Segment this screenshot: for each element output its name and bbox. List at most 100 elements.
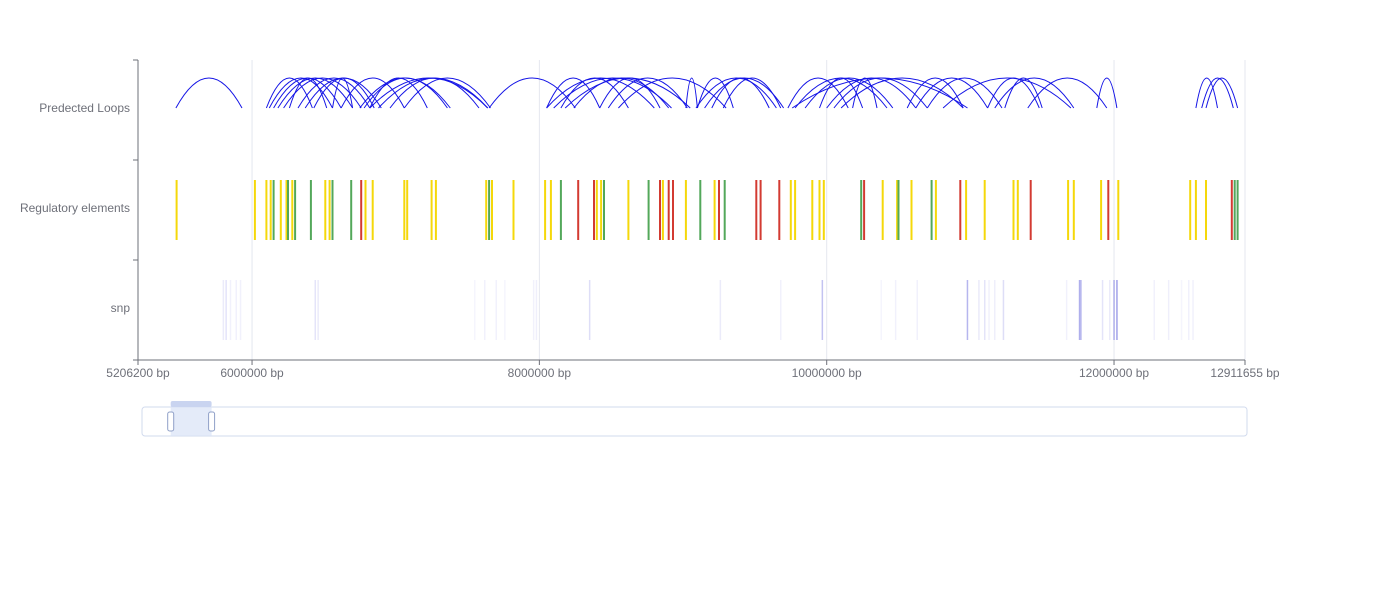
loop-arc	[403, 77, 491, 109]
datazoom-slider[interactable]	[141, 401, 1248, 437]
loop-arc	[852, 77, 878, 109]
loop-arc	[1195, 77, 1218, 109]
regulatory-element-mark	[759, 180, 762, 240]
loop-arc	[283, 77, 362, 109]
regulatory-element-mark	[291, 180, 294, 240]
regulatory-element-mark	[959, 180, 962, 240]
snp-mark	[474, 280, 476, 340]
loop-arc	[618, 77, 727, 109]
regulatory-element-mark	[755, 180, 758, 240]
regulatory-element-mark	[309, 180, 312, 240]
regulatory-element-mark	[512, 180, 515, 240]
datazoom-selection[interactable]	[170, 407, 212, 436]
regulatory-element-mark	[661, 180, 664, 240]
loop-arc	[560, 77, 629, 109]
regulatory-element-mark	[627, 180, 630, 240]
snp-mark	[1065, 280, 1068, 340]
loop-arc	[488, 77, 576, 109]
loop-arc	[915, 77, 989, 109]
regulatory-element-mark	[364, 180, 367, 240]
regulatory-element-mark	[430, 180, 433, 240]
loop-arc	[942, 77, 1072, 109]
regulatory-element-mark	[1205, 180, 1207, 240]
snp-mark	[235, 280, 237, 340]
regulatory-element-mark	[713, 180, 716, 240]
snp-mark	[1113, 280, 1115, 340]
snp-mark	[229, 280, 232, 340]
snp-mark	[1180, 280, 1183, 340]
snp-mark	[317, 280, 319, 340]
regulatory-element-mark	[600, 180, 603, 240]
loop-arc	[297, 77, 371, 109]
datazoom-track[interactable]	[141, 406, 1248, 437]
snp-mark	[966, 280, 969, 340]
datazoom-move-handle[interactable]	[170, 401, 212, 407]
snp-mark	[239, 280, 242, 340]
snp-mark	[1167, 280, 1170, 340]
regulatory-element-mark	[1117, 180, 1120, 240]
loop-arc	[332, 77, 354, 109]
regulatory-element-mark	[934, 180, 937, 240]
snp-mark	[588, 280, 591, 340]
snp-mark	[719, 280, 722, 340]
snp-mark	[894, 280, 897, 340]
regulatory-element-mark	[285, 180, 288, 240]
loop-arc	[573, 77, 670, 109]
x-axis: 5206200 bp 6000000 bp 8000000 bp 10000000 b…	[106, 359, 1280, 380]
loop-arc	[389, 77, 480, 109]
regulatory-element-mark	[718, 180, 720, 240]
x-tick-label: 10000000 bp	[792, 366, 862, 380]
loop-arc	[804, 77, 894, 109]
loop-arc	[833, 77, 928, 109]
loop-arc	[288, 77, 328, 109]
snp-mark	[988, 280, 990, 340]
regulatory-element-mark	[175, 180, 178, 240]
snp-mark	[880, 280, 882, 340]
loop-arc	[546, 77, 601, 109]
track-label-snp: snp	[111, 301, 131, 315]
regulatory-element-mark	[331, 180, 334, 240]
snp-mark	[1002, 280, 1005, 340]
regulatory-element-mark	[279, 180, 282, 240]
regulatory-element-mark	[603, 180, 605, 240]
snp-mark	[821, 280, 824, 340]
snp-mark	[1188, 280, 1190, 340]
snp-mark	[1192, 280, 1194, 340]
x-tick-label: 12000000 bp	[1079, 366, 1149, 380]
regulatory-element-mark	[403, 180, 406, 240]
loop-arc	[787, 77, 849, 109]
regulatory-element-mark	[930, 180, 933, 240]
regulatory-element-mark	[659, 180, 661, 240]
snp-mark	[484, 280, 486, 340]
regulatory-element-mark	[1107, 180, 1110, 240]
snp-mark	[780, 280, 782, 340]
track-label-loops: Predected Loops	[39, 101, 130, 115]
regulatory-element-mark	[544, 180, 547, 240]
loop-arc	[175, 77, 243, 109]
regulatory-elements-track	[175, 180, 1239, 240]
regulatory-element-mark	[910, 180, 913, 240]
regulatory-element-mark	[818, 180, 821, 240]
regulatory-element-mark	[1100, 180, 1103, 240]
datazoom-right-handle[interactable]	[208, 411, 216, 432]
loop-arc	[378, 77, 489, 109]
regulatory-element-mark	[1016, 180, 1019, 240]
snp-mark	[495, 280, 497, 340]
regulatory-element-mark	[1233, 180, 1236, 240]
regulatory-element-mark	[1072, 180, 1075, 240]
regulatory-element-mark	[778, 180, 781, 240]
x-tick-label: 8000000 bp	[508, 366, 572, 380]
regulatory-element-mark	[983, 180, 986, 240]
regulatory-element-mark	[360, 180, 363, 240]
regulatory-element-mark	[595, 180, 598, 240]
datazoom-left-handle[interactable]	[167, 411, 175, 432]
regulatory-element-mark	[1029, 180, 1032, 240]
regulatory-element-mark	[328, 180, 331, 240]
regulatory-element-mark	[593, 180, 595, 240]
snp-mark	[535, 280, 538, 340]
snp-mark	[1109, 280, 1111, 340]
y-axis: Predected Loops Regulatory elements snp	[20, 59, 139, 361]
regulatory-element-mark	[1230, 180, 1233, 240]
loop-arc	[987, 77, 1040, 109]
